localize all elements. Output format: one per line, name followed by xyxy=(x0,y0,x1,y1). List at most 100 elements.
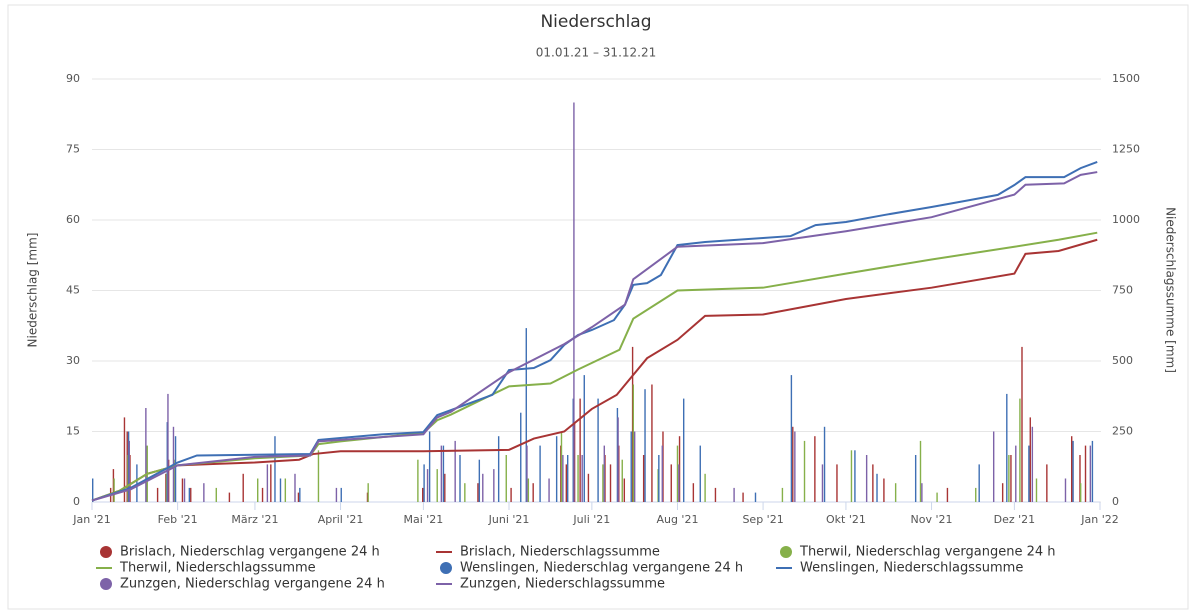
bar xyxy=(123,417,126,502)
bar xyxy=(742,492,744,502)
bar xyxy=(630,431,632,502)
bar xyxy=(215,487,217,502)
y-tick-label: 0 xyxy=(73,495,80,508)
bar xyxy=(482,473,484,502)
x-tick-label: Dez '21 xyxy=(994,513,1036,526)
y2-tick-label: 1250 xyxy=(1112,143,1140,156)
bar xyxy=(525,328,527,502)
bar xyxy=(894,483,897,502)
x-tick-label: Juli '21 xyxy=(572,513,610,526)
bar xyxy=(459,455,461,502)
bar xyxy=(978,464,980,502)
bar xyxy=(794,431,796,502)
bar xyxy=(754,492,757,502)
bar xyxy=(658,455,660,502)
bar xyxy=(261,487,264,502)
bar xyxy=(266,464,269,502)
legend-label: Zunzgen, Niederschlag vergangene 24 h xyxy=(120,577,385,592)
bar xyxy=(573,102,575,502)
bar xyxy=(520,412,522,502)
bar xyxy=(992,431,995,502)
sum-line xyxy=(91,171,1098,502)
bar xyxy=(567,455,569,502)
bar xyxy=(257,478,259,502)
bar xyxy=(426,469,429,502)
sum-line xyxy=(91,160,1098,502)
bar xyxy=(714,487,717,502)
bar xyxy=(587,473,590,502)
y2-axis-title: Niederschlagssumme [mm] xyxy=(1164,207,1178,373)
bar xyxy=(442,445,445,502)
y2-tick-label: 250 xyxy=(1112,425,1133,438)
bar xyxy=(617,417,619,502)
bar xyxy=(814,436,816,502)
bar xyxy=(803,440,806,502)
bar xyxy=(565,464,568,502)
x-tick-label: Aug '21 xyxy=(656,513,698,526)
bar xyxy=(454,440,456,502)
bar xyxy=(581,455,583,502)
bar xyxy=(299,487,301,502)
x-tick-label: Juni '21 xyxy=(488,513,530,526)
bar xyxy=(242,473,244,502)
bar xyxy=(367,483,369,502)
bar xyxy=(417,459,419,502)
bar xyxy=(156,487,159,502)
bar xyxy=(623,478,626,502)
bar xyxy=(1071,436,1073,502)
legend-label: Wenslingen, Niederschlag vergangene 24 h xyxy=(460,561,743,576)
bar xyxy=(836,464,838,502)
bar xyxy=(294,473,296,502)
bar xyxy=(428,431,431,502)
bar xyxy=(423,464,425,502)
bar xyxy=(113,478,115,502)
bar xyxy=(579,398,581,502)
bar xyxy=(228,492,231,502)
bar xyxy=(548,478,550,502)
bar xyxy=(676,445,679,502)
bar xyxy=(1046,464,1048,502)
bar xyxy=(527,478,530,502)
bar xyxy=(560,431,563,502)
bar xyxy=(203,483,205,502)
bar xyxy=(921,483,923,502)
x-tick-label: Jan '22 xyxy=(1080,513,1118,526)
bar xyxy=(284,478,287,502)
y2-tick-label: 1500 xyxy=(1112,72,1140,85)
bar xyxy=(975,487,977,502)
bar xyxy=(128,440,130,502)
bar xyxy=(422,487,424,502)
bar xyxy=(1089,445,1092,502)
x-tick-label: Jan '21 xyxy=(72,513,110,526)
y-tick-label: 75 xyxy=(66,143,80,156)
bar xyxy=(682,398,685,502)
bar xyxy=(297,492,300,502)
bar xyxy=(444,473,446,502)
y-tick-label: 15 xyxy=(66,425,80,438)
y2-tick-label: 500 xyxy=(1112,354,1133,367)
bar xyxy=(876,473,878,502)
bar xyxy=(526,445,528,502)
bar xyxy=(919,440,922,502)
y-tick-label: 60 xyxy=(66,213,80,226)
bar xyxy=(1029,417,1031,502)
bar xyxy=(183,478,186,502)
bar xyxy=(188,487,191,502)
bar xyxy=(609,464,612,502)
bar xyxy=(577,455,579,502)
legend-label: Wenslingen, Niederschlagssumme xyxy=(800,561,1023,576)
bar xyxy=(436,469,438,502)
x-tick-label: März '21 xyxy=(231,513,278,526)
bar xyxy=(602,464,604,502)
legend-symbol xyxy=(440,562,452,574)
bar xyxy=(946,487,949,502)
bar xyxy=(642,455,645,502)
x-tick-label: April '21 xyxy=(318,513,364,526)
bar xyxy=(497,436,500,502)
bar xyxy=(821,464,824,502)
bar xyxy=(781,487,784,502)
bar xyxy=(174,436,177,502)
bar xyxy=(92,478,94,502)
x-tick-label: Sep '21 xyxy=(742,513,783,526)
